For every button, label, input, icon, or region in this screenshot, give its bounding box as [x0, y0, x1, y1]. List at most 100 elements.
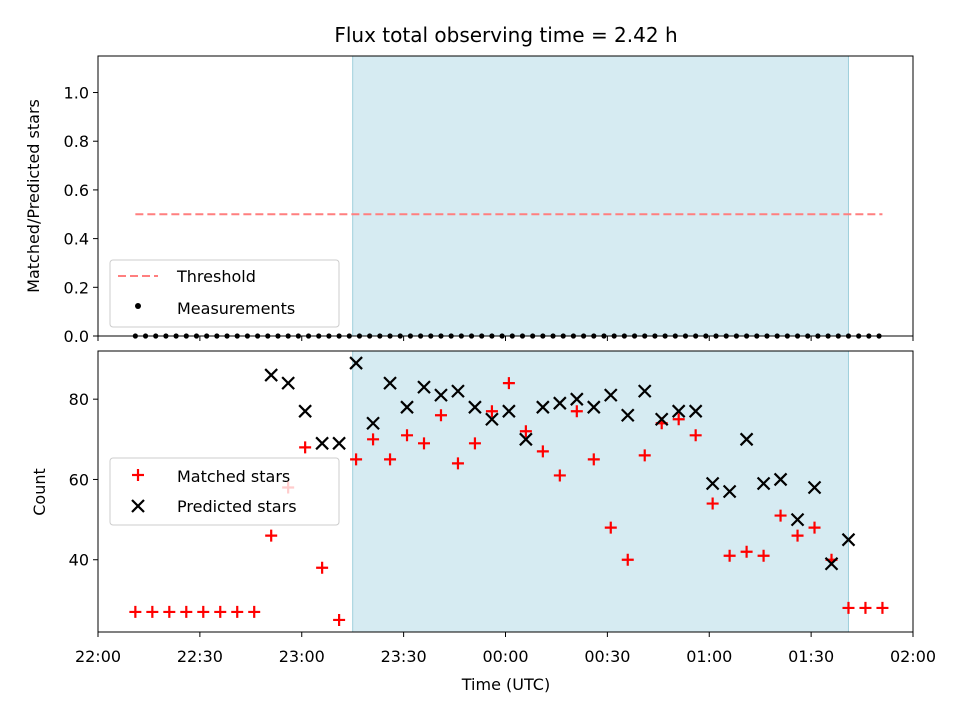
- matched-star-marker: [689, 429, 702, 442]
- predicted-stars-layer: [264, 356, 856, 571]
- y-tick-label: 0.8: [64, 132, 89, 151]
- y-tick-label: 0.6: [64, 181, 89, 200]
- x-tick-label: 00:30: [584, 647, 630, 666]
- predicted-star-marker: [587, 400, 601, 414]
- bottom-legend: Matched stars Predicted stars: [109, 457, 340, 526]
- matched-star-marker: [859, 601, 872, 614]
- matched-star-marker: [180, 605, 193, 618]
- top-y-axis-label: Matched/Predicted stars: [24, 99, 43, 293]
- x-tick-label: 22:30: [177, 647, 223, 666]
- predicted-star-marker: [485, 412, 499, 427]
- predicted-star-marker: [807, 480, 822, 495]
- matched-star-marker: [808, 521, 821, 534]
- matched-star-marker: [384, 453, 397, 466]
- matched-star-marker: [350, 453, 363, 466]
- matched-star-marker: [146, 605, 159, 618]
- predicted-star-marker: [722, 484, 737, 499]
- x-tick-label: 01:00: [686, 647, 732, 666]
- bottom-panel: 40 60 80 22:00 22:30 23:00 23:30 00:00 00:30 01:…: [30, 350, 936, 694]
- predicted-star-marker: [841, 532, 856, 547]
- predicted-star-marker: [519, 432, 533, 447]
- top-shaded-span: [352, 55, 849, 337]
- matched-stars-layer: [129, 377, 889, 626]
- matched-star-marker: [248, 605, 261, 618]
- matched-star-marker: [468, 437, 481, 450]
- predicted-star-marker: [400, 400, 414, 414]
- bottom-shaded-span: [352, 350, 849, 633]
- top-x-ticks: [97, 336, 914, 341]
- predicted-star-marker: [773, 472, 788, 487]
- matched-star-marker: [587, 453, 600, 466]
- predicted-star-marker: [705, 476, 720, 491]
- predicted-star-marker: [654, 412, 669, 427]
- predicted-star-marker: [281, 376, 295, 390]
- matched-star-marker: [604, 521, 617, 534]
- matched-star-marker: [553, 469, 566, 482]
- x-tick-label: 23:00: [279, 647, 325, 666]
- bottom-y-axis-label: Count: [30, 468, 49, 516]
- legend-predicted-label: Predicted stars: [177, 497, 297, 516]
- legend-measurements-swatch: [135, 303, 141, 309]
- chart-title: Flux total observing time = 2.42 h: [334, 23, 677, 47]
- top-legend: Threshold Measurements: [109, 259, 340, 328]
- matched-star-marker: [502, 377, 515, 390]
- matched-star-marker: [842, 601, 855, 614]
- predicted-star-marker: [264, 368, 278, 382]
- predicted-star-marker: [332, 436, 346, 451]
- top-panel: 0.0 0.2 0.4 0.6 0.8 1.0 Matched/Predicted sta…: [24, 55, 914, 346]
- predicted-star-marker: [349, 356, 363, 370]
- predicted-star-marker: [688, 404, 703, 418]
- matched-star-marker: [621, 553, 634, 566]
- x-tick-label: 22:00: [75, 647, 121, 666]
- predicted-star-marker: [366, 416, 380, 431]
- legend-predicted-swatch: [131, 499, 145, 513]
- y-tick-label: 80: [69, 390, 89, 409]
- matched-star-marker: [401, 429, 414, 442]
- top-legend-box: [109, 259, 340, 328]
- predicted-star-marker: [434, 388, 448, 402]
- x-tick-label: 00:00: [482, 647, 528, 666]
- matched-star-marker: [451, 457, 464, 470]
- matched-star-marker: [536, 445, 549, 458]
- predicted-star-marker: [671, 404, 686, 418]
- matched-star-marker: [265, 529, 278, 542]
- predicted-star-marker: [824, 556, 839, 571]
- matched-star-marker: [485, 405, 498, 418]
- top-y-ticks: 0.0 0.2 0.4 0.6 0.8 1.0: [64, 84, 98, 346]
- predicted-star-marker: [502, 404, 516, 418]
- matched-star-marker: [706, 497, 719, 510]
- matched-star-marker: [299, 441, 312, 454]
- x-tick-label: 01:30: [788, 647, 834, 666]
- predicted-star-marker: [315, 436, 329, 451]
- matched-star-marker: [197, 605, 210, 618]
- matched-star-marker: [774, 509, 787, 522]
- matched-star-marker: [570, 405, 583, 418]
- predicted-star-marker: [790, 512, 805, 527]
- matched-star-marker: [434, 409, 447, 422]
- matched-star-marker: [367, 433, 380, 446]
- predicted-star-marker: [553, 396, 567, 410]
- matched-star-marker: [163, 605, 176, 618]
- matched-star-marker: [876, 601, 889, 614]
- matched-star-marker: [231, 605, 244, 618]
- bottom-x-ticks: 22:00 22:30 23:00 23:30 00:00 00:30 01:00 01:30…: [75, 632, 936, 666]
- predicted-star-marker: [468, 400, 482, 414]
- matched-star-marker: [316, 561, 329, 574]
- y-tick-label: 0.0: [64, 327, 89, 346]
- matched-star-marker: [418, 437, 430, 450]
- predicted-star-marker: [756, 476, 771, 491]
- predicted-star-marker: [739, 432, 754, 447]
- matched-star-marker: [757, 549, 770, 562]
- predicted-star-marker: [383, 376, 397, 390]
- y-tick-label: 0.2: [64, 278, 89, 297]
- matched-star-marker: [214, 605, 227, 618]
- matched-star-marker: [519, 425, 532, 438]
- predicted-star-marker: [536, 400, 550, 414]
- predicted-star-marker: [603, 388, 618, 402]
- legend-matched-swatch: [132, 469, 144, 481]
- predicted-star-marker: [620, 408, 635, 423]
- matched-star-marker: [129, 605, 142, 618]
- matched-star-marker: [740, 545, 753, 558]
- legend-measurements-label: Measurements: [177, 299, 295, 318]
